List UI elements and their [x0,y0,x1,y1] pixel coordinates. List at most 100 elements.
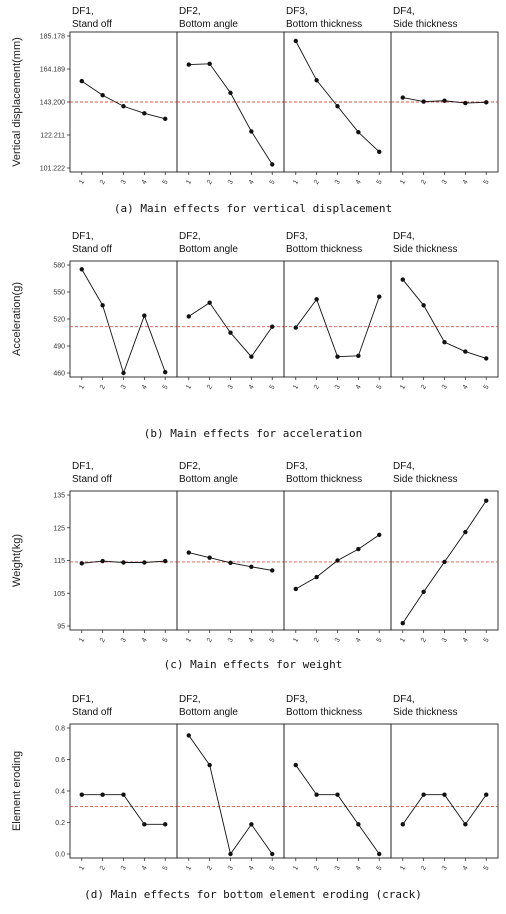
panel-subtitle: Side thickness [393,19,457,30]
data-point [228,330,233,335]
panel-title: DF4, [393,231,415,242]
data-point [442,339,447,345]
x-tick-label: 4 [462,384,470,391]
data-point [484,792,489,797]
x-tick-label: 4 [141,384,149,391]
data-point [228,90,233,96]
x-tick-label: 3 [441,384,449,391]
panel-2: DF2, Bottom angle 1 2 3 4 5 [176,231,285,391]
y-tick-label: 0.6 [55,757,65,764]
x-tick-label: 4 [355,179,363,186]
panel-title: DF2, [179,6,201,17]
y-axis-label: Weight(kg) [11,534,23,587]
x-tick-label: 1 [78,865,86,872]
data-point [421,589,426,595]
x-tick-label: 1 [78,384,86,391]
data-point [400,620,405,626]
data-point [270,162,275,167]
chart-2: Acceleration(g) 580 550 520 490 460 DF1, Stand … [11,231,499,440]
data-point [335,558,340,563]
data-point [356,822,361,827]
panel-title: DF2, [179,461,201,472]
panel-frame [283,723,392,859]
panel-2: DF2, Bottom angle 1 2 3 4 5 [176,694,285,872]
y-tick-label: 115 [54,558,65,565]
x-tick-label: 5 [376,865,384,872]
data-point [163,369,168,375]
panel-4: DF4, Side thickness 1 2 3 4 5 [390,231,499,391]
data-point [442,792,447,797]
data-point [79,267,84,272]
x-tick-label: 2 [313,384,321,391]
x-tick-label: 4 [462,179,470,186]
data-point [463,822,468,827]
panel-subtitle: Bottom thickness [286,19,362,30]
x-tick-label: 5 [269,865,277,872]
data-point [142,560,147,565]
panel-2: DF2, Bottom angle 1 2 3 4 5 [176,6,285,186]
x-tick-label: 1 [292,384,300,391]
x-tick-label: 2 [206,384,214,391]
x-tick-label: 4 [462,637,470,644]
panel-title: DF1, [72,694,94,705]
y-tick-label: 520 [53,317,65,324]
data-point [207,555,212,560]
x-tick-label: 3 [441,865,449,872]
y-tick-label: 550 [53,290,65,297]
x-tick-label: 3 [334,384,342,391]
panel-frame [176,723,285,859]
data-point [400,822,405,827]
panel-frame [176,260,285,378]
series-line [188,63,273,165]
x-tick-label: 3 [227,384,235,391]
data-point [314,297,319,302]
data-point [377,851,382,857]
x-tick-label: 5 [162,384,170,391]
x-tick-label: 5 [483,384,491,391]
panel-title: DF4, [393,6,415,17]
data-point [442,559,447,565]
x-tick-label: 2 [313,179,321,186]
data-point [356,546,361,552]
x-tick-label: 1 [78,637,86,644]
series-line [81,80,166,120]
y-tick-label: 143.200 [40,100,65,107]
panel-title: DF3, [286,231,308,242]
x-tick-label: 2 [206,179,214,186]
data-point [463,100,468,106]
panel-1: DF1, Stand off 1 2 3 4 5 [69,6,178,186]
data-point [163,822,168,827]
x-tick-label: 4 [355,865,363,872]
x-tick-label: 3 [334,179,342,186]
x-tick-label: 3 [441,637,449,644]
data-point [421,303,426,308]
panel-subtitle: Stand off [72,707,112,718]
panel-subtitle: Bottom thickness [286,474,362,485]
panel-4: DF4, Side thickness 1 2 3 4 5 [390,461,499,644]
data-point [484,100,489,105]
data-point [100,558,105,564]
x-tick-label: 1 [399,637,407,644]
data-point [377,294,382,299]
data-point [442,98,447,103]
data-point [79,561,84,566]
data-point [100,303,105,308]
panel-2: DF2, Bottom angle 1 2 3 4 5 [176,461,285,644]
panel-title: DF1, [72,461,94,472]
x-tick-label: 5 [483,865,491,872]
x-tick-label: 4 [355,637,363,644]
data-point [249,354,254,359]
data-point [186,314,191,319]
panel-subtitle: Side thickness [393,707,457,718]
y-tick-label: 0.0 [55,852,65,859]
data-point [377,149,382,155]
x-tick-label: 5 [269,384,277,391]
data-point [228,560,233,565]
series-line [188,302,273,358]
data-point [249,564,254,569]
data-point [121,104,126,109]
series-line [402,279,487,359]
data-point [293,38,298,44]
